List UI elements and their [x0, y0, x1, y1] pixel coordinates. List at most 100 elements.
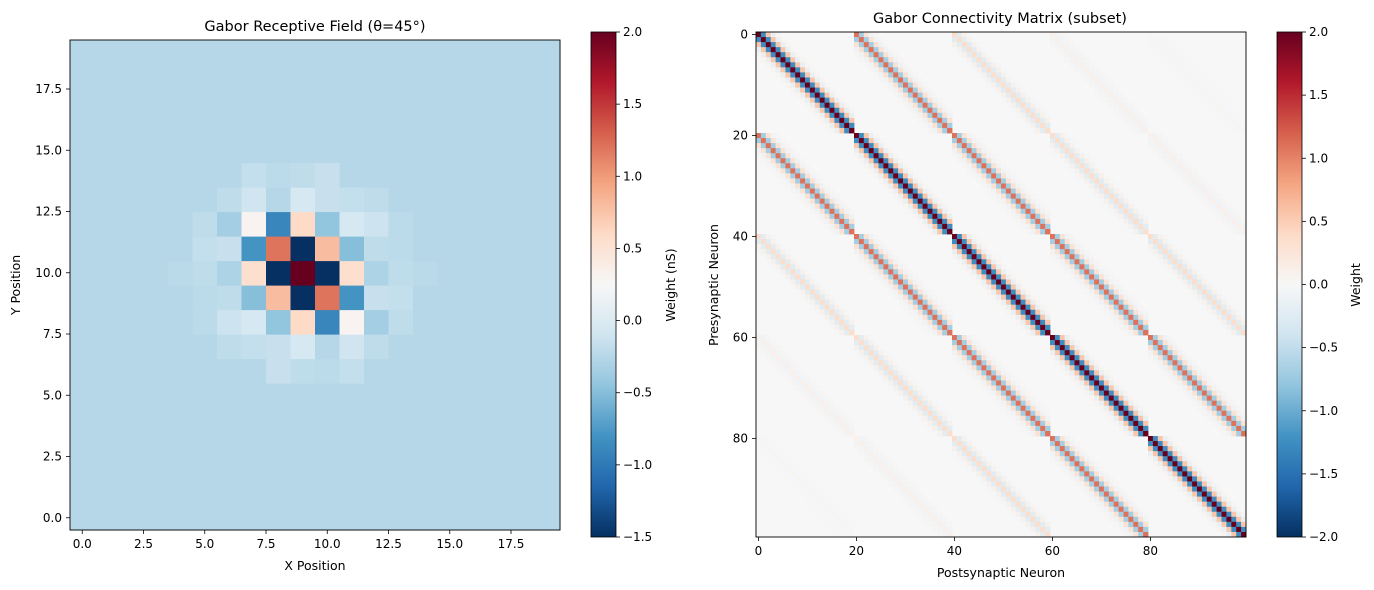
matrix-cell — [912, 87, 919, 93]
matrix-cell — [1182, 461, 1188, 467]
matrix-cell — [1001, 97, 1007, 104]
matrix-cell — [1074, 143, 1080, 149]
matrix-cell — [888, 183, 894, 189]
matrix-cell — [1113, 319, 1119, 326]
matrix-cell — [809, 198, 816, 205]
matrix-cell — [1197, 193, 1203, 200]
matrix-cell — [976, 244, 982, 250]
matrix-cell — [907, 274, 914, 280]
matrix-cell — [1001, 289, 1007, 295]
matrix-cell — [1241, 425, 1247, 432]
matrix-cell — [1197, 506, 1203, 513]
matrix-cell — [1221, 405, 1227, 412]
matrix-cell — [1094, 496, 1100, 503]
matrix-cell — [878, 466, 884, 472]
matrix-cell — [1045, 415, 1051, 422]
matrix-cell — [1241, 319, 1247, 326]
matrix-cell — [868, 365, 874, 371]
matrix-cell — [961, 148, 968, 154]
matrix-cell — [1089, 279, 1095, 285]
matrix-cell — [873, 264, 879, 270]
matrix-cell — [809, 395, 816, 402]
matrix-cell — [756, 153, 762, 159]
matrix-cell — [868, 355, 874, 361]
matrix-cell — [765, 436, 772, 442]
matrix-cell — [1050, 254, 1056, 260]
matrix-cell — [1206, 511, 1213, 518]
matrix-cell — [1074, 355, 1080, 361]
matrix-cell — [1094, 461, 1100, 467]
rf-cell — [168, 187, 194, 213]
matrix-cell — [1201, 511, 1208, 518]
matrix-cell — [1108, 299, 1115, 306]
matrix-cell — [1157, 461, 1164, 467]
rf-cell — [315, 187, 341, 213]
matrix-cell — [1079, 67, 1085, 73]
matrix-cell — [858, 57, 865, 63]
matrix-cell — [819, 208, 825, 215]
matrix-cell — [986, 279, 992, 285]
matrix-cell — [937, 526, 943, 533]
rf-cell — [290, 162, 316, 188]
matrix-cell — [839, 203, 845, 210]
matrix-cell — [1113, 415, 1119, 422]
matrix-cell — [917, 400, 923, 407]
matrix-cell — [1099, 188, 1105, 194]
rf-cell — [388, 138, 414, 164]
matrix-cell — [863, 345, 870, 351]
rf-cell — [535, 187, 561, 213]
y-tick-label: 2.5 — [43, 450, 62, 464]
matrix-cell — [1133, 203, 1139, 210]
matrix-cell — [795, 380, 801, 386]
matrix-cell — [1197, 471, 1203, 477]
matrix-cell — [765, 163, 772, 169]
rf-cell — [486, 138, 512, 164]
matrix-cell — [1236, 319, 1242, 326]
matrix-cell — [1069, 456, 1075, 462]
matrix-cell — [952, 138, 958, 144]
matrix-cell — [932, 526, 938, 533]
rf-cell — [462, 113, 488, 139]
matrix-cell — [765, 148, 772, 154]
matrix-cell — [1128, 213, 1134, 220]
matrix-cell — [917, 304, 923, 311]
rf-cell — [413, 113, 439, 139]
matrix-cell — [996, 299, 1002, 306]
matrix-cell — [937, 329, 943, 336]
matrix-cell — [1094, 360, 1100, 366]
matrix-cell — [814, 208, 821, 215]
matrix-cell — [1236, 309, 1242, 316]
matrix-cell — [834, 304, 840, 311]
matrix-cell — [1152, 441, 1159, 447]
matrix-cell — [805, 188, 811, 194]
matrix-cell — [775, 148, 781, 154]
matrix-cell — [996, 92, 1002, 99]
rf-cell — [241, 211, 267, 237]
matrix-cell — [1099, 370, 1105, 376]
matrix-cell — [932, 203, 938, 210]
matrix-cell — [912, 193, 919, 200]
matrix-cell — [947, 309, 953, 316]
matrix-cell — [1059, 461, 1066, 467]
matrix-cell — [1167, 466, 1173, 472]
matrix-cell — [981, 466, 987, 472]
matrix-cell — [981, 461, 987, 467]
matrix-cell — [858, 148, 865, 154]
matrix-cell — [1005, 309, 1012, 316]
matrix-cell — [824, 183, 830, 189]
rf-cell — [364, 334, 390, 360]
matrix-cell — [1231, 309, 1237, 316]
matrix-cell — [770, 350, 776, 356]
matrix-cell — [927, 314, 933, 321]
matrix-cell — [1172, 259, 1178, 265]
matrix-cell — [942, 223, 948, 230]
matrix-cell — [1133, 112, 1139, 119]
matrix-cell — [1231, 420, 1237, 427]
matrix-cell — [971, 52, 977, 58]
matrix-cell — [1182, 163, 1188, 169]
matrix-cell — [1005, 481, 1012, 487]
rf-cell — [437, 407, 463, 433]
matrix-cell — [1059, 446, 1066, 452]
matrix-cell — [1182, 456, 1188, 462]
matrix-cell — [1108, 491, 1115, 497]
